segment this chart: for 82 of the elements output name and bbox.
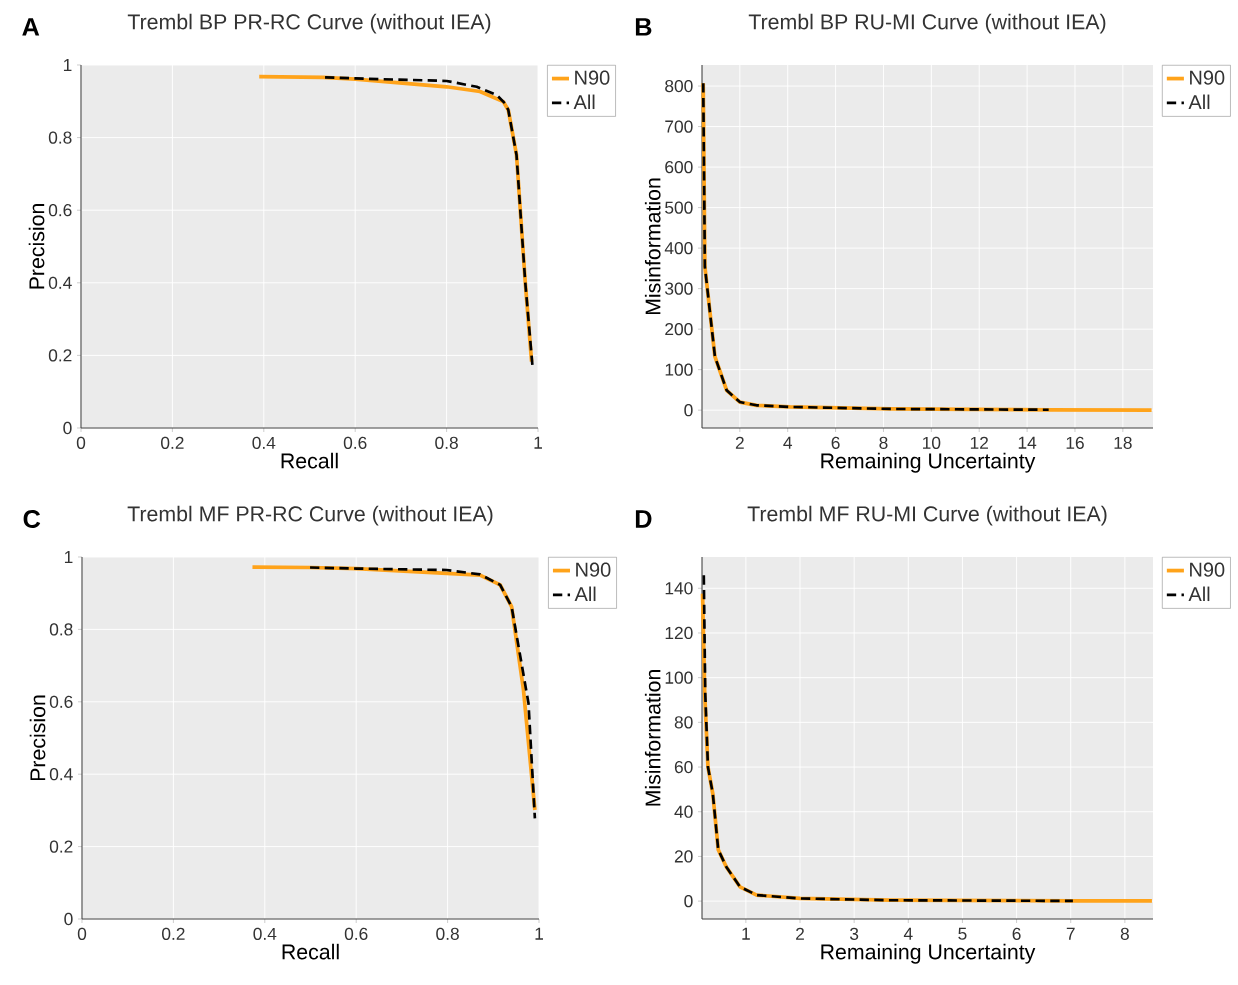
legend-label: All — [1188, 94, 1210, 110]
y-tick-label: 100 — [665, 671, 693, 684]
x-tick-label: 16 — [1066, 436, 1084, 449]
x-tick-label: 0.4 — [252, 436, 276, 449]
y-tick-label: 0 — [63, 421, 72, 435]
legend-label: All — [574, 586, 596, 602]
y-tick-label: 0.6 — [49, 695, 73, 708]
y-axis-title: Precision — [28, 204, 45, 289]
x-tick-label: 3 — [850, 927, 859, 940]
x-tick-label: 0.6 — [344, 927, 368, 940]
legend-label: All — [573, 94, 595, 110]
x-tick-label: 0.8 — [435, 436, 458, 449]
y-tick-label: 60 — [674, 760, 693, 774]
y-axis-title: Misinformation — [644, 178, 661, 315]
x-tick-label: 4 — [903, 927, 913, 940]
y-tick-label: 0.2 — [49, 840, 73, 853]
legend-label: N90 — [575, 70, 610, 85]
y-tick-label: 20 — [674, 850, 693, 863]
y-tick-label: 0.4 — [48, 276, 72, 289]
x-tick-label: 0.4 — [253, 927, 277, 940]
legend-label: N90 — [1190, 70, 1225, 85]
x-tick-label: 8 — [879, 436, 888, 449]
legend-label: All — [1188, 586, 1210, 602]
x-tick-label: 18 — [1114, 436, 1132, 449]
y-tick-label: 40 — [674, 805, 693, 818]
x-tick-label: 5 — [958, 927, 967, 940]
text: C — [23, 510, 41, 528]
y-tick-label: 1 — [64, 551, 73, 563]
x-tick-label: 1 — [534, 436, 542, 449]
y-tick-label: 700 — [665, 120, 693, 133]
chart-title: Trembl BP PR-RC Curve (without IEA) — [127, 13, 491, 34]
x-tick-label: 0.8 — [436, 927, 459, 940]
x-tick-label: 6 — [831, 436, 840, 449]
legend-label: N90 — [576, 562, 611, 577]
y-tick-label: 0 — [684, 404, 693, 417]
y-tick-label: 120 — [665, 626, 693, 640]
x-tick-label: 0.2 — [162, 927, 185, 940]
y-tick-label: 1 — [63, 59, 72, 71]
y-tick-label: 100 — [665, 363, 693, 376]
x-tick-label: 1 — [742, 927, 750, 940]
y-tick-label: 140 — [665, 582, 693, 595]
y-tick-label: 400 — [664, 241, 693, 255]
x-tick-label: 0.6 — [343, 436, 367, 449]
x-tick-label: 8 — [1120, 927, 1129, 940]
y-tick-label: 800 — [665, 79, 693, 93]
legend-label: N90 — [1190, 562, 1225, 577]
x-tick-label: 2 — [796, 927, 804, 940]
x-tick-label: 14 — [1018, 436, 1037, 449]
y-tick-label: 0.4 — [49, 768, 73, 781]
text: B — [635, 18, 652, 36]
y-tick-label: 80 — [674, 716, 693, 729]
text: D — [635, 510, 652, 528]
x-tick-label: 1 — [535, 927, 543, 940]
x-tick-label: 6 — [1012, 927, 1021, 940]
y-tick-label: 0.8 — [48, 131, 72, 144]
x-axis-title: Recall — [281, 452, 338, 469]
x-tick-label: 7 — [1066, 927, 1075, 940]
chart-title: Trembl BP RU-MI Curve (without IEA) — [748, 13, 1106, 34]
x-tick-label: 10 — [923, 436, 941, 449]
x-axis-title: Remaining Uncertainty — [821, 943, 1036, 964]
x-tick-label: 4 — [783, 436, 793, 449]
x-axis-title: Recall — [282, 943, 339, 960]
y-tick-label: 0 — [64, 912, 73, 926]
y-tick-label: 0 — [684, 894, 693, 908]
y-tick-label: 600 — [665, 160, 693, 174]
y-tick-label: 0.6 — [48, 204, 72, 217]
y-axis-title: Precision — [29, 695, 46, 781]
y-tick-label: 0.8 — [49, 623, 73, 636]
text: A — [22, 18, 40, 36]
y-tick-label: 300 — [665, 282, 693, 295]
x-tick-label: 12 — [970, 436, 988, 449]
x-tick-label: 0 — [76, 436, 86, 449]
x-tick-label: 0 — [77, 927, 87, 940]
chart-title: Trembl MF RU-MI Curve (without IEA) — [747, 505, 1107, 526]
x-axis-title: Remaining Uncertainty — [821, 452, 1036, 473]
y-tick-label: 0.2 — [48, 349, 72, 362]
y-tick-label: 500 — [665, 201, 693, 214]
y-axis-title: Misinformation — [644, 670, 661, 806]
x-tick-label: 0.2 — [161, 436, 184, 449]
x-tick-label: 2 — [735, 436, 744, 449]
y-tick-label: 200 — [665, 323, 693, 336]
chart-title: Trembl MF PR-RC Curve (without IEA) — [127, 505, 493, 526]
